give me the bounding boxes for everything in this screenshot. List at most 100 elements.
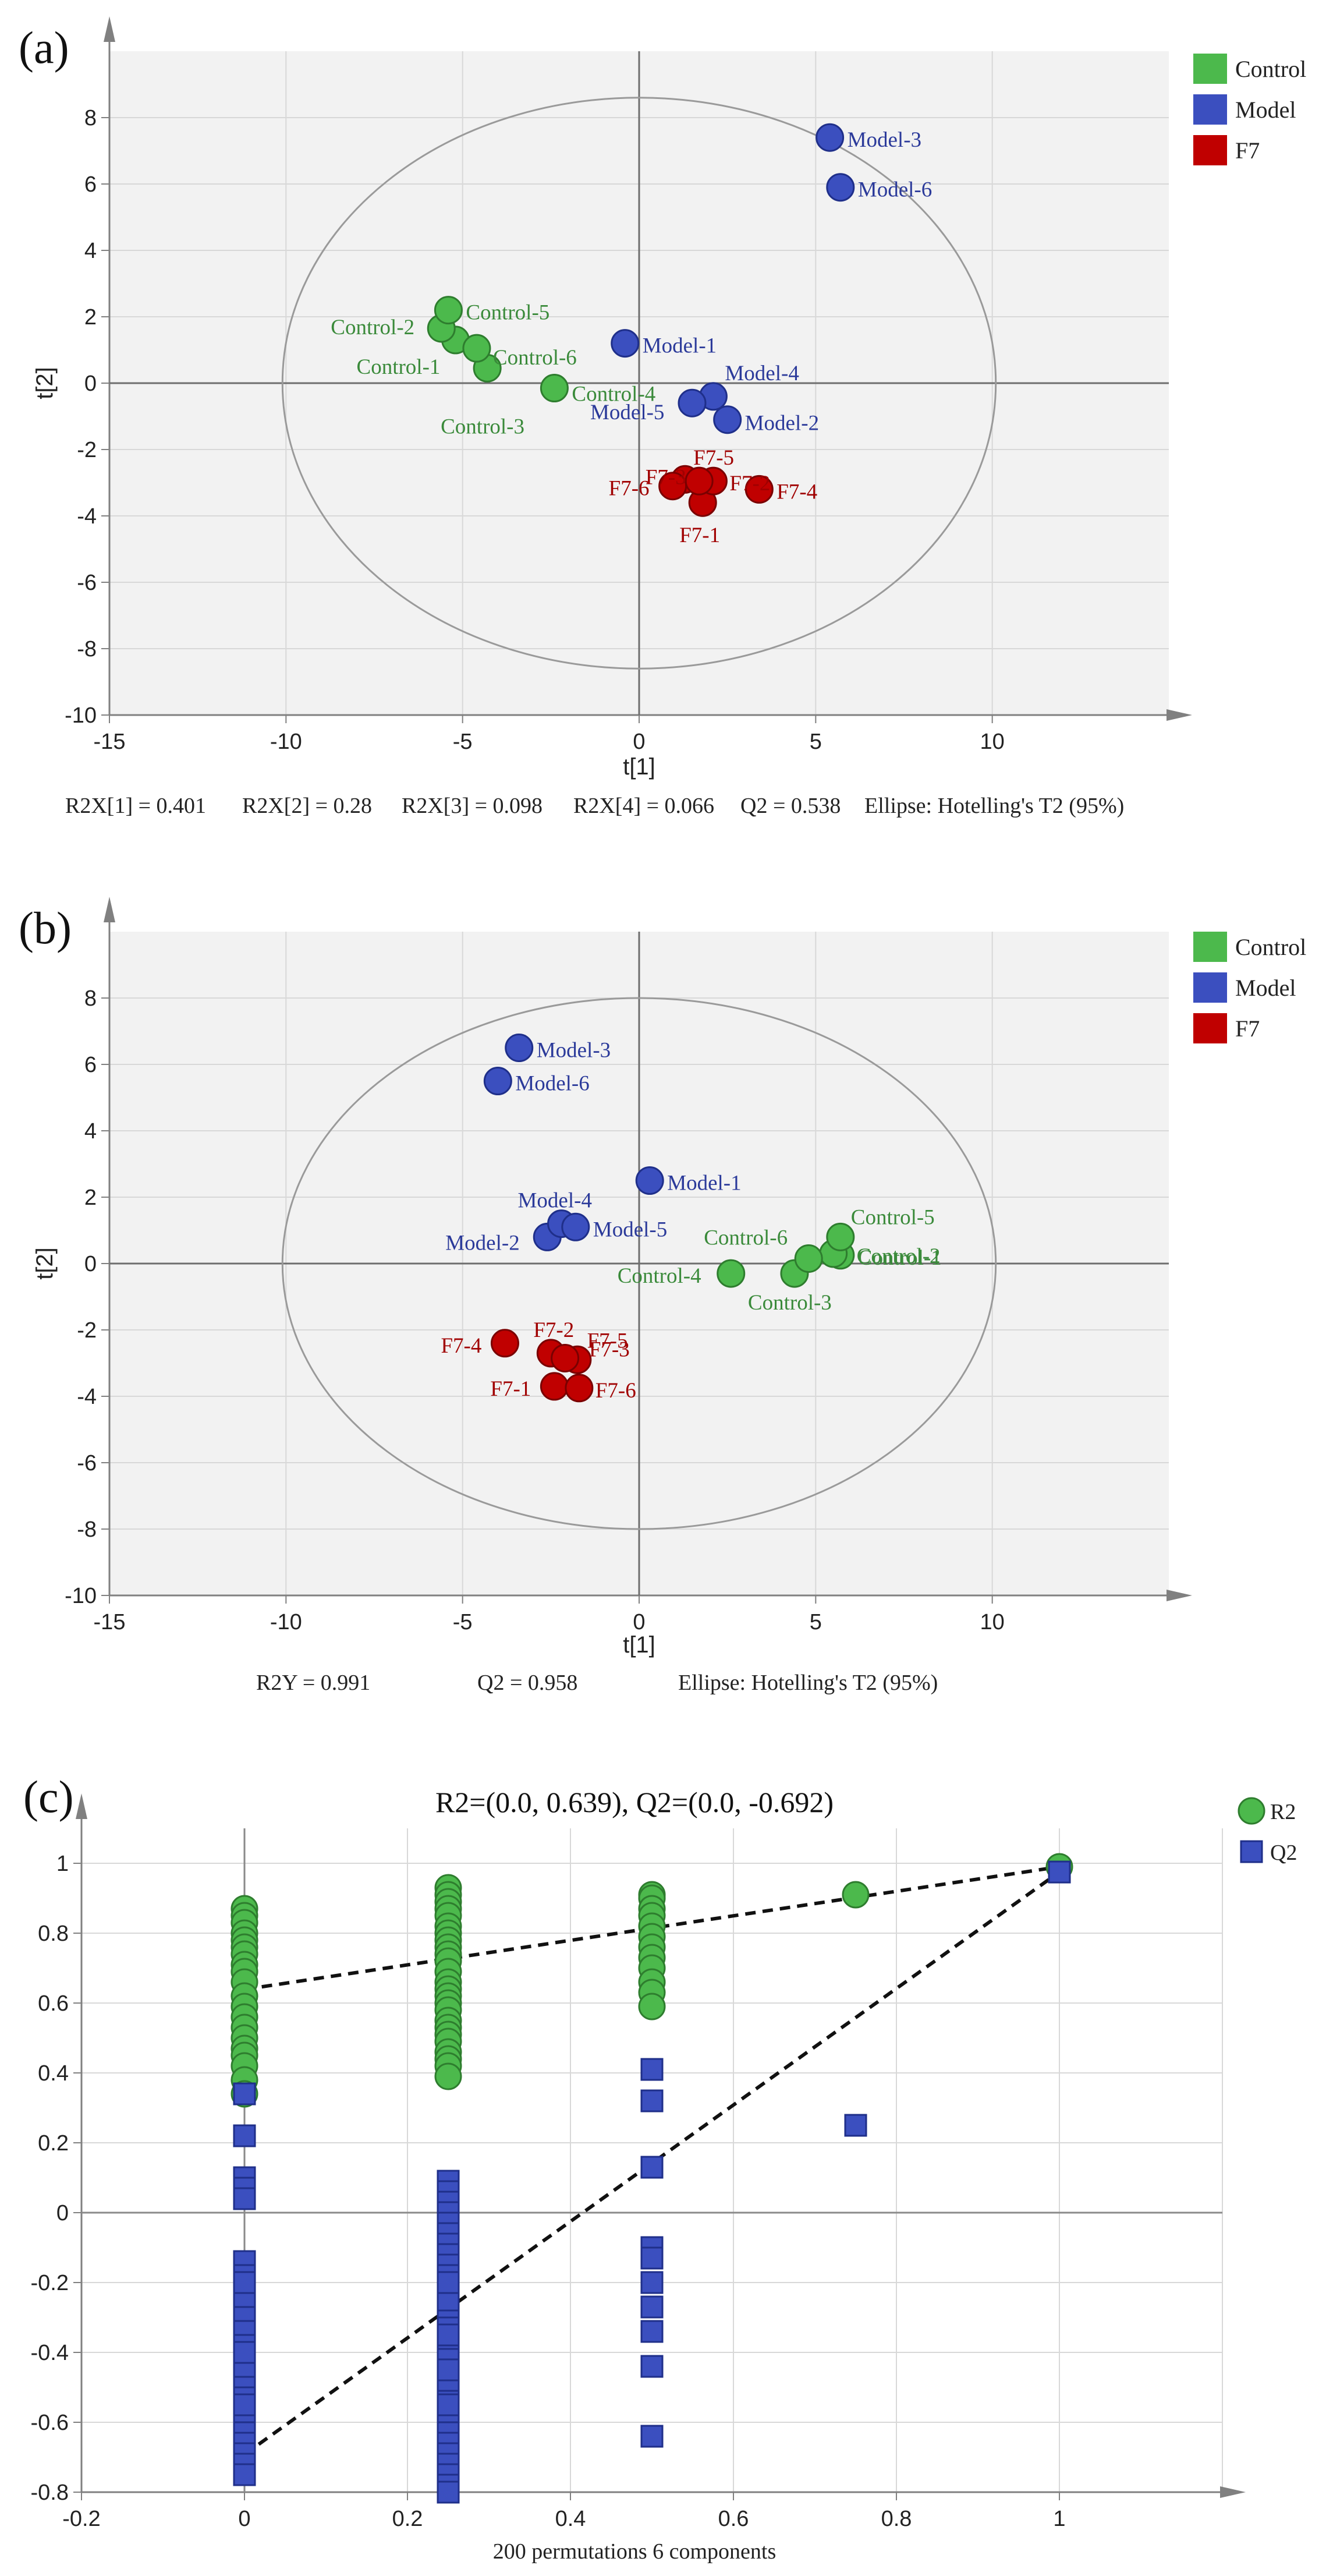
x-axis-arrow [1167,709,1192,721]
regression-line-q2 [243,1870,1061,2456]
data-point [842,1881,870,1909]
x-tick-label: 10 [980,1610,1005,1634]
y-axis-label: t[2] [32,1247,58,1280]
point-label: Model-6 [515,1072,589,1096]
data-point [640,2271,664,2294]
series-f7: F7-1 F7-2 F7-3 F7-4 F7-5 F7-6 [441,1318,636,1403]
footer-stat: R2X[3] = 0.098 [402,794,543,818]
point-label: Model-2 [445,1231,519,1255]
panel-label: (b) [19,903,72,953]
point-label: Model-1 [643,334,717,358]
x-axis-label: t[1] [623,754,655,780]
y-tick-label: -4 [77,504,97,529]
legend-swatch [1193,972,1227,1003]
x-tick-label: -15 [94,730,126,754]
y-tick-label: -10 [65,703,97,728]
data-point [826,173,855,202]
x-tick-label: -5 [453,730,473,754]
y-tick-label: -0.8 [31,2481,69,2505]
legend: R2 Q2 [1238,1797,1297,1865]
legend-label: Control [1235,934,1306,960]
data-point [1048,1860,1071,1884]
y-tick-label: -10 [65,1584,97,1608]
data-point [540,374,569,403]
point-label: F7-6 [609,477,650,501]
y-tick-label: 0.8 [38,1922,69,1946]
point-label: F7-5 [587,1329,628,1353]
y-tick-label: 2 [84,305,97,330]
data-point [640,2355,664,2378]
y-tick-label: 4 [84,1119,97,1144]
data-point [233,2082,256,2106]
x-tick-label: 0.2 [392,2507,423,2531]
y-tick-label: 0.2 [38,2131,69,2156]
panel-label: (a) [19,22,69,73]
footer-stat: R2X[1] = 0.401 [65,794,206,818]
x-tick-label: 0.8 [881,2507,912,2531]
legend-swatch [1193,54,1227,84]
legend-label: Control [1235,56,1306,82]
series-f7: F7-1 F7-2 F7-3 F7-4 F7-5 F7-6 [609,446,818,547]
point-label: Model-4 [725,362,799,385]
hotelling-ellipse [281,97,997,670]
data-point [434,296,463,325]
y-tick-label: -8 [77,1517,97,1542]
point-label: F7-4 [777,480,817,504]
y-tick-label: 8 [84,106,97,130]
y-tick-label: -2 [77,1318,97,1343]
point-label: F7-2 [533,1318,574,1342]
legend-swatch [1240,1840,1263,1863]
point-label: F7-2 [729,472,770,496]
point-label: Control-2 [331,316,414,339]
point-label: F7-3 [646,465,686,489]
y-tick-label: 0 [56,2201,69,2225]
y-axis-label: t[2] [32,367,58,399]
y-tick-label: 6 [84,172,97,197]
footer-stat: R2X[4] = 0.066 [573,794,714,818]
data-point [540,1372,569,1401]
data-point [678,388,707,417]
data-point [713,405,742,434]
y-tick-label: -6 [77,571,97,595]
point-label: Control-3 [748,1291,832,1315]
point-label: F7-3 [589,1337,630,1361]
legend-swatch [1193,932,1227,962]
x-axis-arrow [1167,1590,1192,1601]
point-label: Model-5 [590,401,664,424]
point-label: Control-3 [441,415,524,438]
data-point [437,2358,460,2382]
data-point [717,1259,746,1288]
x-axis-label: 200 permutations 6 components [493,2539,777,2564]
point-label: Control-1 [357,355,441,379]
y-axis-arrow [104,16,115,42]
point-label: Control-5 [851,1205,935,1229]
legend-label: F7 [1235,137,1260,164]
panel-c: -0.2 0 0.2 0.4 0.6 0.8 1 -0.8 -0.6 -0.4 -0.2 0 0.2 0.… [23,1771,1297,2564]
y-axis-arrow [76,1793,87,1819]
y-tick-label: 4 [84,239,97,263]
panel-label: (c) [23,1771,74,1822]
data-point [233,2271,256,2294]
y-tick-label: -4 [77,1385,97,1409]
y-tick-label: 8 [84,986,97,1011]
footer-stat: Q2 = 0.958 [477,1671,577,1695]
data-point [640,2089,664,2113]
legend-swatch [1193,94,1227,125]
legend-label: Model [1235,975,1296,1001]
footer-stat: R2Y = 0.991 [256,1671,370,1695]
x-tick-label: 0.4 [555,2507,586,2531]
data-point [561,1212,590,1241]
data-point [635,1166,664,1195]
data-point [640,2246,664,2270]
point-label: F7-6 [595,1379,636,1403]
data-point [844,2114,867,2137]
series-model: Model-1 Model-2 Model-3 Model-4 Model-5 Model… [590,123,932,436]
x-tick-label: 5 [810,1610,822,1634]
series-q2 [233,1860,1071,2504]
x-tick-label: 0.6 [718,2507,749,2531]
data-point [658,472,687,501]
point-label: Control-6 [493,346,577,370]
footer-stat: R2X[2] = 0.28 [242,794,372,818]
point-label: Model-6 [858,178,932,202]
y-tick-label: -8 [77,637,97,661]
